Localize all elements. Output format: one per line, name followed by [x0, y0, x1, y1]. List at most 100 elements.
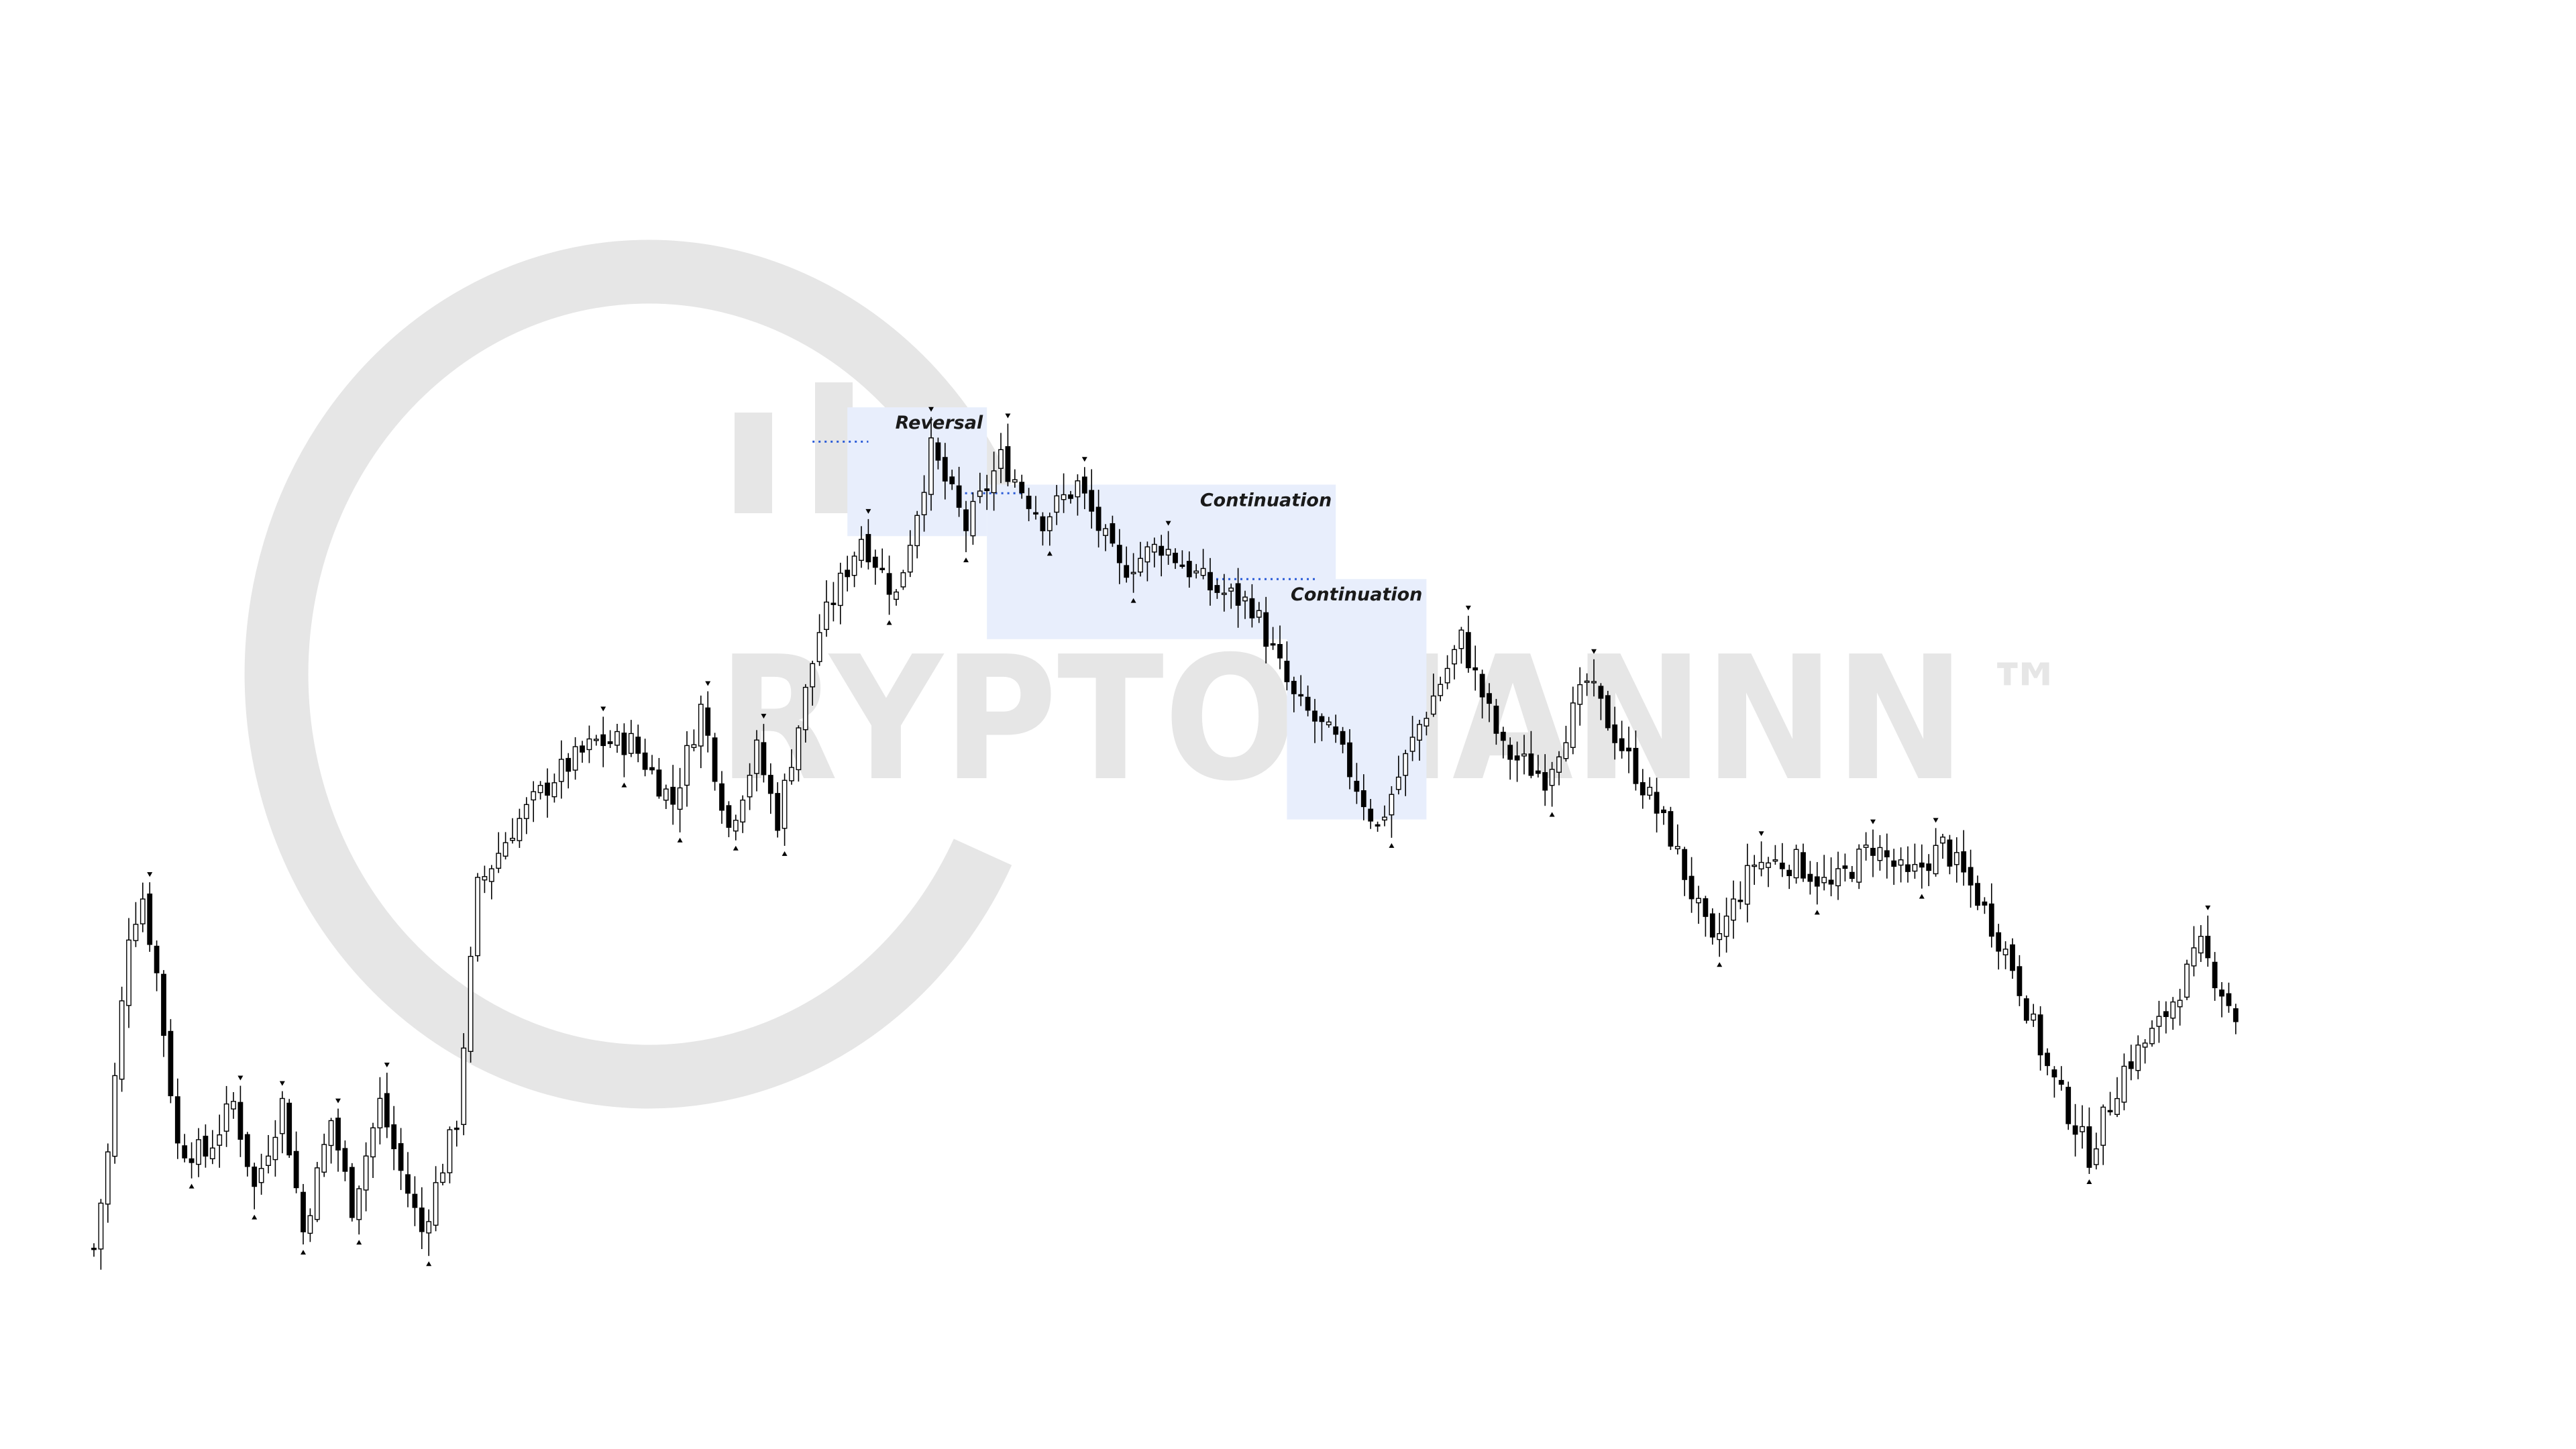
candle-bear [1801, 852, 1806, 879]
candle-bull [991, 470, 997, 494]
candle-bull [914, 515, 920, 547]
candle-bear [1500, 731, 1506, 741]
candle-bear [1019, 482, 1025, 494]
candle-bear [174, 1096, 180, 1144]
candle-bear [1786, 869, 1792, 877]
swing-low-marker [1130, 598, 1136, 603]
candle-bull [2156, 1016, 2162, 1027]
candle-bull [1591, 681, 1597, 684]
candle-bull [1674, 846, 1680, 849]
candle-bear [2058, 1079, 2064, 1085]
candle-bull [1138, 557, 1143, 573]
candle-bull [998, 449, 1004, 469]
candle-bull [1424, 718, 1430, 727]
candle-bear [1354, 780, 1360, 792]
candle-bull [802, 686, 808, 731]
candle-bull [1130, 572, 1136, 574]
candle-bear [2045, 1053, 2050, 1067]
candle-bear [2128, 1061, 2134, 1069]
candle-bull [523, 804, 529, 819]
candle-bull [196, 1139, 201, 1165]
candle-bull [1563, 742, 1569, 759]
candle-bear [1968, 867, 1974, 885]
candle-bull [1046, 516, 1053, 531]
candle-bull [796, 727, 802, 771]
candle-bear [1089, 490, 1095, 512]
candle-bear [2219, 989, 2224, 997]
candle-bear [182, 1145, 188, 1159]
candle-bear [879, 568, 885, 570]
candle-bull [440, 1172, 445, 1183]
candle-bull [1242, 596, 1248, 602]
swing-high-marker [237, 1075, 244, 1081]
candle-bull [217, 1134, 223, 1146]
candle-bull [1577, 684, 1583, 705]
candle-bear [2051, 1069, 2057, 1078]
candle-bull [1012, 479, 1018, 483]
candle-bear [600, 734, 606, 747]
candle-bear [405, 1174, 411, 1194]
candle-bull [921, 492, 927, 516]
candle-bull [133, 924, 139, 941]
candle-bear [1779, 862, 1785, 869]
candle-bear [1472, 667, 1479, 671]
candle-bear [1612, 724, 1618, 743]
candle-bull [2135, 1044, 2141, 1071]
candle-bear [935, 442, 941, 461]
candle-bear [147, 894, 153, 945]
candle-bull [663, 788, 669, 801]
candle-bear [1661, 809, 1666, 814]
candle-bear [419, 1208, 425, 1232]
candle-bull [2149, 1028, 2155, 1044]
candle-bull [307, 1215, 313, 1234]
candle-bear [1988, 903, 1994, 937]
watermark-logo-icon [244, 239, 1012, 1109]
swing-high-marker [1081, 457, 1087, 462]
candle-bull [1647, 786, 1653, 796]
candle-bear [649, 767, 655, 771]
candle-bull [2142, 1042, 2148, 1048]
candle-bear [607, 741, 613, 745]
swing-high-marker [1933, 818, 1939, 823]
candle-bull [356, 1188, 362, 1220]
zone-label: Continuation [1200, 490, 1332, 511]
candle-bull [1103, 528, 1108, 536]
swing-high-marker [865, 508, 871, 514]
candle-bear [2010, 944, 2015, 971]
candle-bear [1640, 782, 1646, 796]
candle-bear [2086, 1126, 2092, 1168]
candle-bull [684, 745, 690, 786]
candle-bull [426, 1221, 432, 1234]
candle-bull [482, 876, 488, 881]
candle-bear [1159, 545, 1165, 556]
candle-bull [558, 759, 564, 782]
candle-bear [398, 1143, 404, 1171]
swing-high-marker [705, 681, 711, 686]
swing-high-marker [761, 714, 767, 719]
candle-bear [1270, 643, 1276, 646]
swing-low-marker [886, 620, 892, 625]
swing-high-marker [279, 1081, 285, 1086]
candle-bear [1214, 585, 1220, 593]
candles-layer [91, 417, 2239, 1270]
candle-bull [1193, 570, 1199, 574]
swing-low-marker [1717, 962, 1723, 967]
candle-bear [1828, 879, 1834, 885]
candle-bull [2080, 1126, 2085, 1132]
candle-bull [1584, 680, 1590, 683]
zone-label: Continuation [1291, 584, 1422, 605]
candle-bull [1403, 753, 1409, 776]
candle-bull [266, 1155, 271, 1167]
candle-bull [628, 733, 634, 754]
candle-bull [510, 837, 515, 841]
candle-bear [1116, 545, 1122, 564]
candle-bull [824, 601, 829, 631]
candle-bear [1298, 694, 1304, 697]
candle-bull [2093, 1148, 2099, 1165]
candle-bear [1110, 523, 1116, 544]
candle-bull [112, 1075, 118, 1157]
candle-bear [384, 1093, 390, 1128]
candle-bull [747, 774, 753, 798]
candle-bull [2121, 1065, 2127, 1103]
candle-bear [1068, 494, 1073, 499]
